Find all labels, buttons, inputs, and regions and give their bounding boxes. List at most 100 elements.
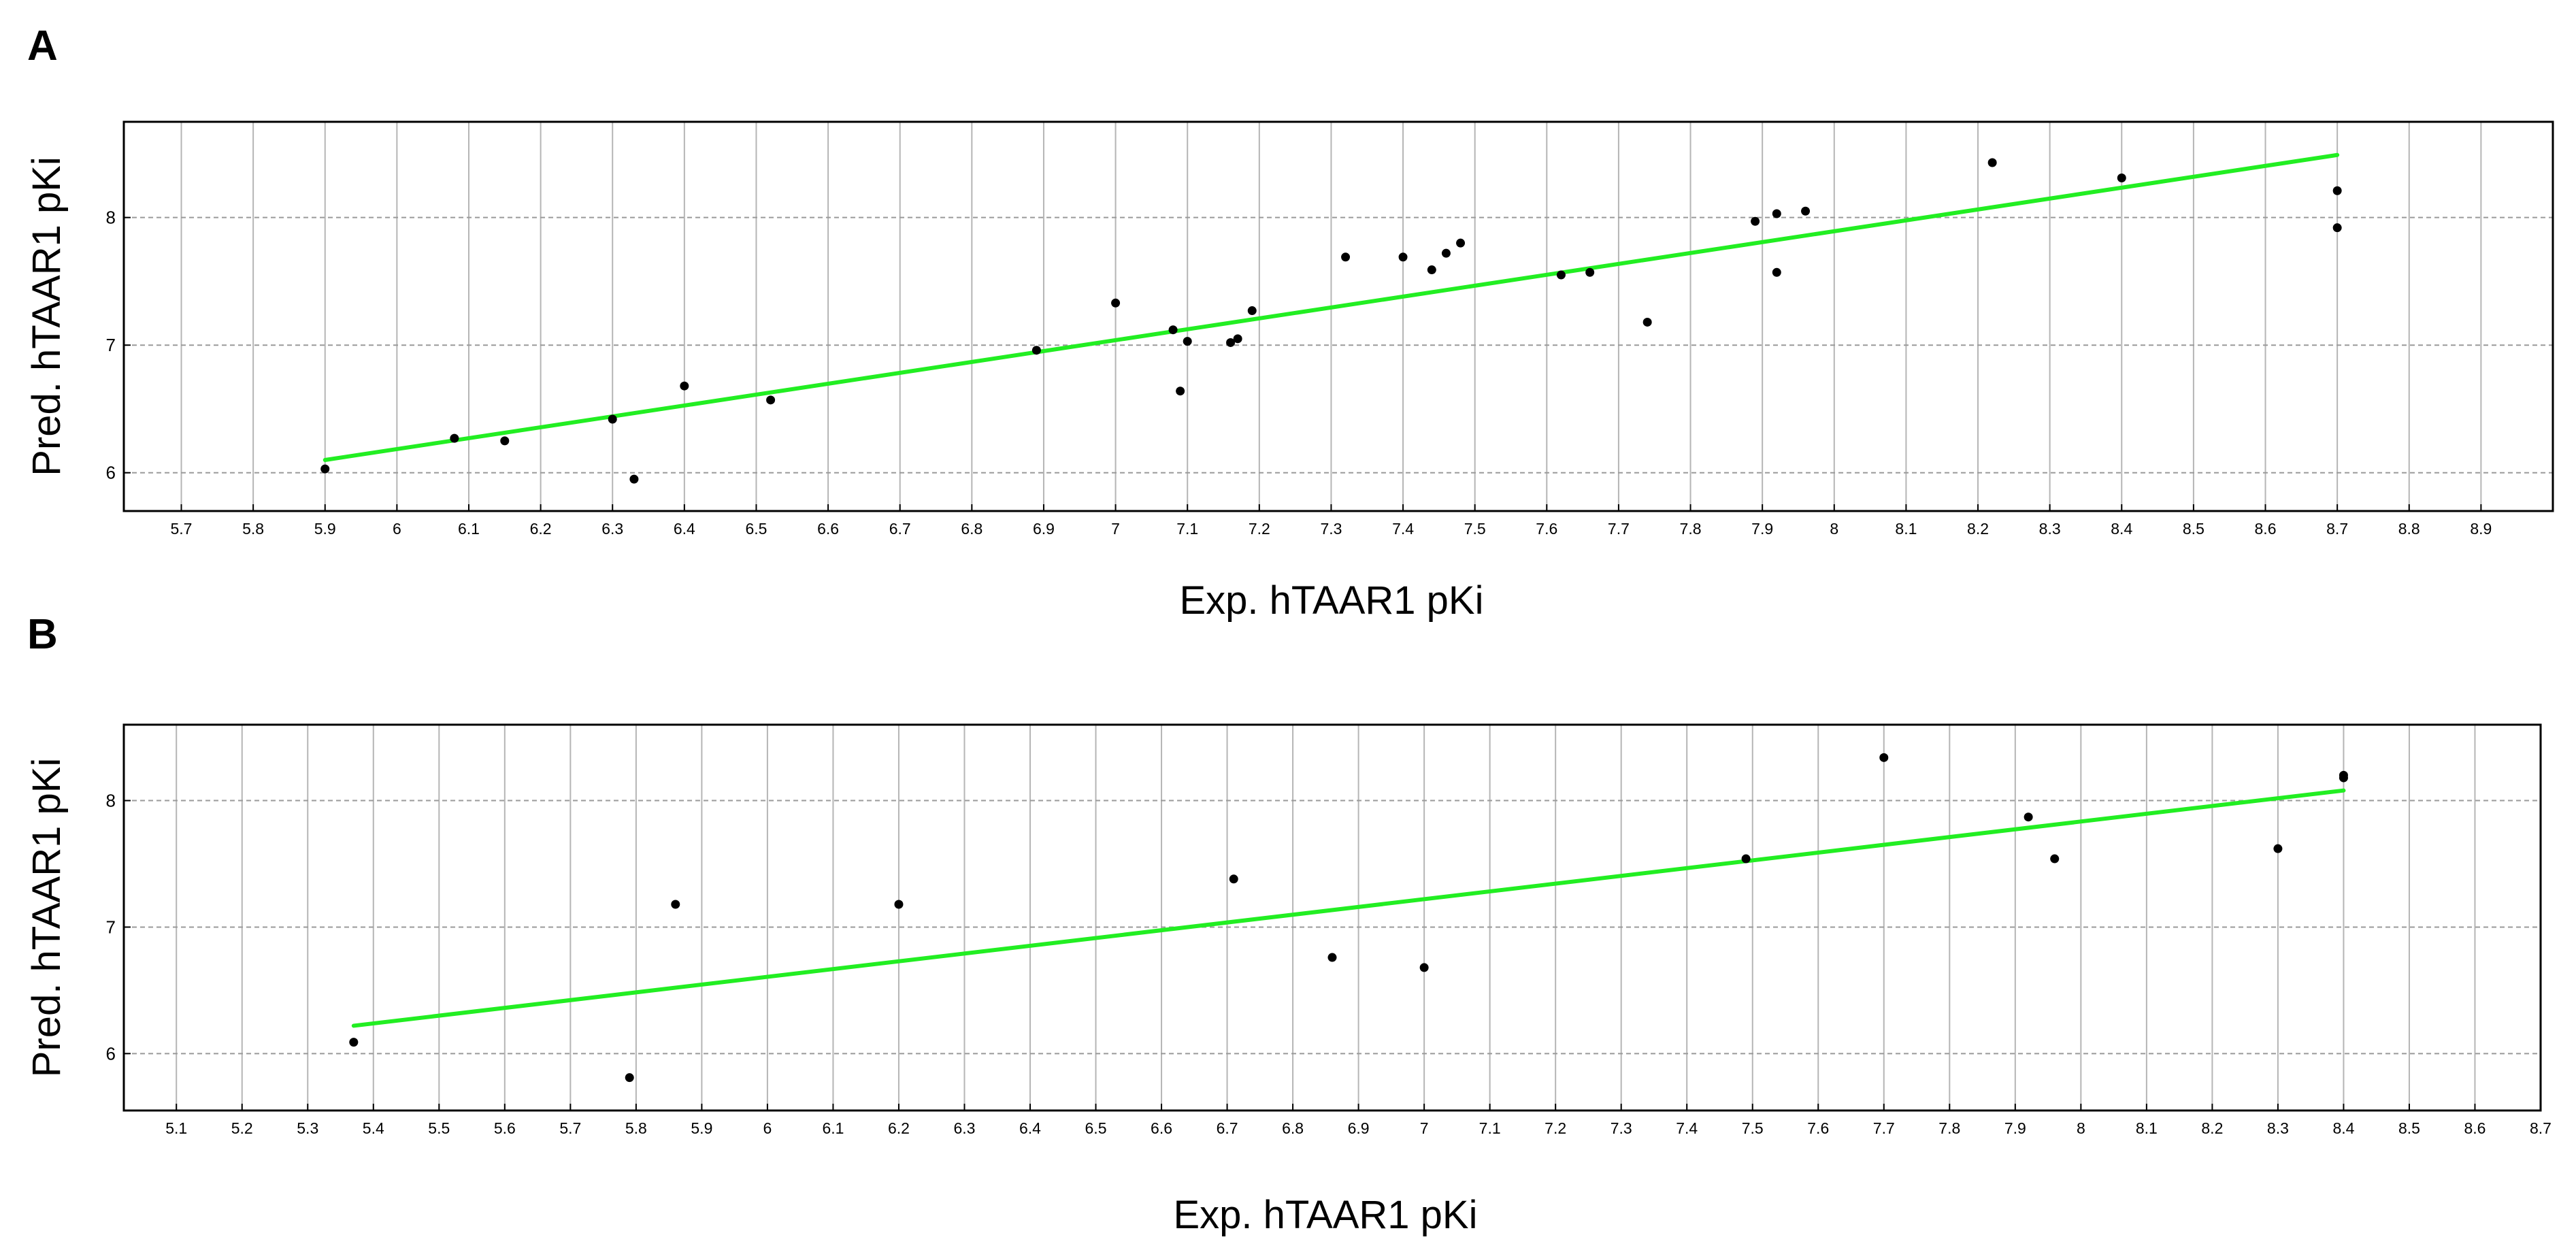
panel-a-data-point <box>1031 346 1041 355</box>
panel-a-x-tick-label: 7.7 <box>1608 520 1630 538</box>
panel-a-x-tick-label: 6.4 <box>674 520 695 538</box>
panel-a-data-point <box>2332 186 2342 195</box>
panel-a-grid <box>124 122 2553 511</box>
panel-a-data-point <box>1427 265 1436 275</box>
panel-a-x-tick-label: 8.6 <box>2255 520 2277 538</box>
panel-a-x-tick-label: 8.3 <box>2039 520 2061 538</box>
panel-b-x-tick-label: 7.9 <box>2004 1119 2026 1137</box>
panel-b-x-tick-label: 7.5 <box>1742 1119 1764 1137</box>
panel-a-x-tick-label: 8.9 <box>2470 520 2492 538</box>
panel-a-plot-frame <box>122 120 2554 512</box>
panel-a-x-tick-label: 7.6 <box>1536 520 1557 538</box>
panel-a-data-point <box>320 464 330 474</box>
panel-b-x-tick-label: 6.6 <box>1151 1119 1172 1137</box>
panel-a-x-tick-label: 6.3 <box>601 520 623 538</box>
panel-a-x-tick-label: 7.3 <box>1320 520 1342 538</box>
panel-a-data-point <box>500 436 510 446</box>
panel-b-data-point <box>671 900 680 909</box>
panel-a-x-tick-label: 8.7 <box>2326 520 2348 538</box>
panel-a-x-tick-label: 8 <box>1830 520 1838 538</box>
panel-b-x-tick-label: 7.7 <box>1873 1119 1895 1137</box>
panel-a-data-point <box>1176 386 1185 396</box>
panel-b-ticks: 5.1 5.2 5.3 5.4 5.5 5.6 5.7 5.8 5.9 6 6.1 6.2 6.3 6.4… <box>106 791 2552 1137</box>
panel-a-data-point <box>766 395 776 405</box>
panel-a-x-tick-label: 7.5 <box>1464 520 1486 538</box>
panel-b-plot-frame <box>122 723 2542 1112</box>
panel-a-y-tick-label: 7 <box>106 335 116 355</box>
panel-b-x-tick-label: 5.9 <box>691 1119 712 1137</box>
panel-a-x-tick-label: 8.8 <box>2398 520 2420 538</box>
panel-b-x-tick-label: 5.6 <box>494 1119 516 1137</box>
panel-b-x-tick-label: 6.1 <box>822 1119 844 1137</box>
panel-a-data-point <box>1772 267 1781 277</box>
panel-b-x-tick-label: 6.5 <box>1085 1119 1107 1137</box>
panel-a-data-point <box>1183 337 1192 346</box>
panel-a-data-point <box>1642 317 1652 327</box>
panel-b-data-point <box>2050 854 2060 864</box>
panel-a-data-point <box>1801 206 1811 216</box>
panel-a-data-point <box>1751 216 1760 226</box>
panel-b-x-tick-label: 5.3 <box>297 1119 318 1137</box>
panel-a-x-tick-label: 8.1 <box>1895 520 1917 538</box>
panel-a-x-tick-label: 7.9 <box>1751 520 1773 538</box>
panel-b-x-tick-label: 6.3 <box>953 1119 975 1137</box>
panel-a-x-tick-label: 8.5 <box>2183 520 2205 538</box>
panel-b-x-tick-label: 6.2 <box>888 1119 910 1137</box>
panel-a-data-point <box>680 381 689 391</box>
panel-b-grid <box>124 725 2541 1111</box>
panel-a-x-tick-label: 6.2 <box>530 520 552 538</box>
panel-a-points <box>320 158 2342 484</box>
panel-b-x-tick-label: 6.9 <box>1348 1119 1370 1137</box>
panel-a-y-axis-title: Pred. hTAAR1 pKi <box>24 157 69 476</box>
panel-b-x-tick-label: 7.8 <box>1938 1119 1960 1137</box>
panel-b-x-tick-label: 6 <box>763 1119 772 1137</box>
panel-a-fit-group <box>323 152 2340 462</box>
panel-b-letter: B <box>27 611 58 658</box>
panel-b-data-point <box>1229 874 1238 884</box>
panel-a-x-tick-label: 6 <box>393 520 401 538</box>
panel-a-data-point <box>1456 238 1466 248</box>
panel-b-y-tick-label: 7 <box>106 917 116 937</box>
panel-a-data-point <box>1233 334 1242 344</box>
panel-b-data-point <box>625 1073 634 1083</box>
panel-a-data-point <box>1772 209 1781 218</box>
panel-a-x-tick-label: 5.8 <box>242 520 264 538</box>
panel-b-x-tick-label: 8.1 <box>2136 1119 2158 1137</box>
panel-a-fit-line <box>323 152 2340 462</box>
panel-b-x-axis-title: Exp. hTAAR1 pKi <box>1173 1193 1477 1237</box>
panel-a-data-point <box>1987 158 1997 167</box>
panel-b-x-tick-label: 8.7 <box>2530 1119 2552 1137</box>
panel-b-x-tick-label: 5.8 <box>625 1119 647 1137</box>
panel-b-x-tick-label: 7.2 <box>1545 1119 1566 1137</box>
panel-a-data-point <box>1111 298 1121 308</box>
panel-a-x-axis-title: Exp. hTAAR1 pKi <box>1179 578 1483 623</box>
panel-a-x-tick-label: 7.2 <box>1249 520 1270 538</box>
panel-a-data-point <box>2117 174 2126 183</box>
panel-a-data-point <box>1398 252 1408 262</box>
panel-b-y-tick-label: 6 <box>106 1043 116 1064</box>
panel-b-data-point <box>1327 953 1337 962</box>
panel-b-x-tick-label: 5.4 <box>363 1119 384 1137</box>
panel-b-data-point <box>1741 854 1751 864</box>
panel-a-x-tick-label: 7.8 <box>1680 520 1702 538</box>
panel-b-x-tick-label: 5.7 <box>559 1119 581 1137</box>
panel-b: B 5.1 5.2 5.3 5.4 5.5 5.6 5.7 5.8 5.9 6 6.1 6.2 6.3 6… <box>24 611 2552 1237</box>
panel-b-x-tick-label: 7.1 <box>1479 1119 1501 1137</box>
panel-b-points <box>349 753 2348 1083</box>
panel-a-x-tick-label: 6.1 <box>458 520 480 538</box>
panel-b-x-tick-label: 5.5 <box>428 1119 450 1137</box>
panel-a: A 5.7 5.8 5.9 6 6.1 6.2 6.3 6.4 6.5 6.6 6.7 6.8 6.9 7… <box>24 22 2554 623</box>
panel-b-x-tick-label: 8.6 <box>2464 1119 2486 1137</box>
panel-a-data-point <box>450 433 459 443</box>
panel-b-x-tick-label: 7.6 <box>1807 1119 1829 1137</box>
panel-a-data-point <box>1168 325 1178 335</box>
panel-b-x-tick-label: 6.8 <box>1282 1119 1304 1137</box>
panel-b-data-point <box>2024 812 2033 822</box>
panel-b-fit-group <box>351 788 2346 1028</box>
panel-b-x-tick-label: 5.2 <box>231 1119 253 1137</box>
panel-a-x-tick-label: 7.1 <box>1176 520 1198 538</box>
panel-b-x-tick-label: 8.2 <box>2201 1119 2223 1137</box>
panel-b-data-point <box>2339 773 2348 783</box>
panel-a-x-tick-label: 8.4 <box>2111 520 2132 538</box>
